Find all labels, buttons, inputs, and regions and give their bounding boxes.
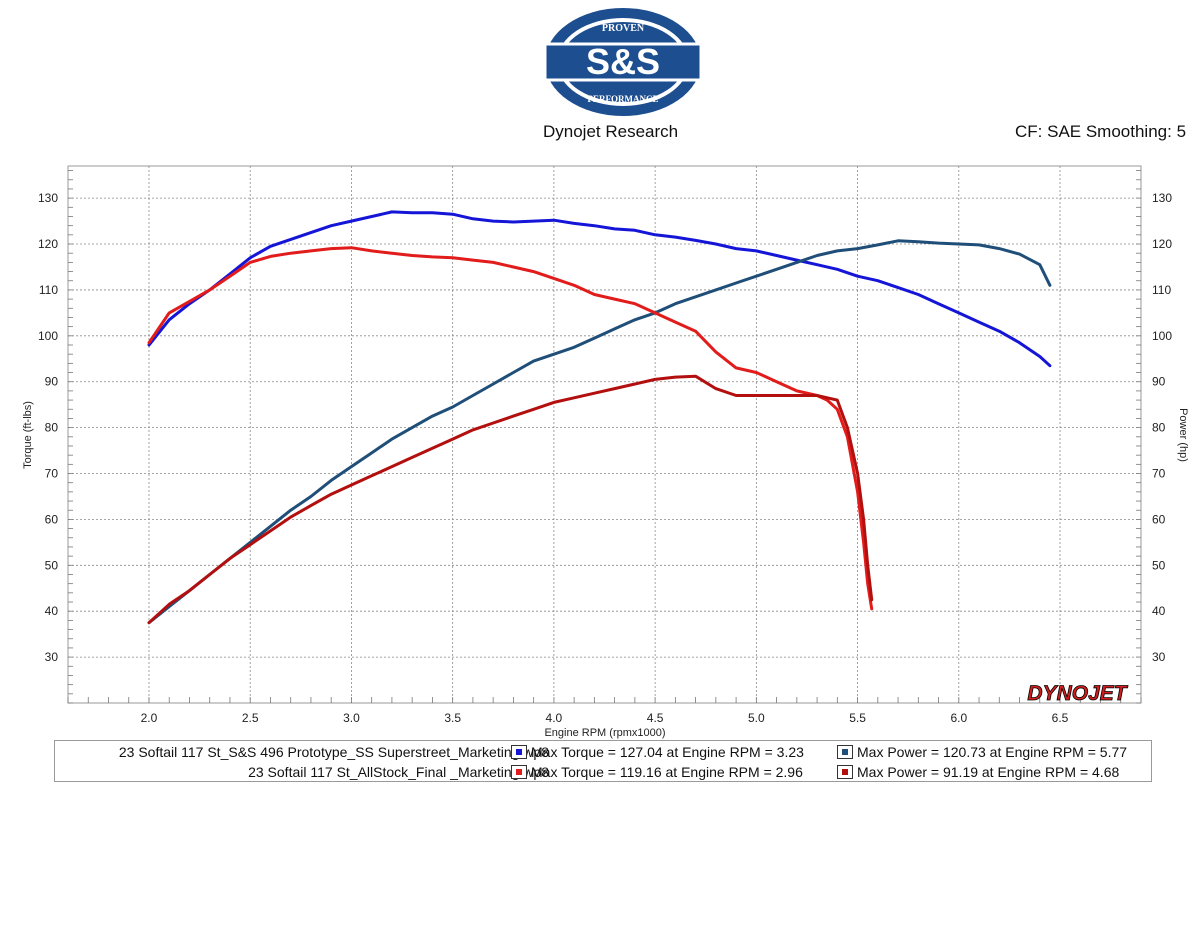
y-left-tick-label: 70 <box>45 467 59 481</box>
logo-bottom-text: PERFORMANCE <box>588 94 659 104</box>
y-right-tick-label: 50 <box>1152 558 1166 572</box>
y-left-tick-label: 100 <box>38 329 58 343</box>
legend-max-torque-text: Max Torque = 127.04 at Engine RPM = 3.23 <box>531 744 804 760</box>
y-right-tick-label: 80 <box>1152 421 1166 435</box>
y-left-tick-label: 80 <box>45 421 59 435</box>
legend-max-torque: Max Torque = 119.16 at Engine RPM = 2.96 <box>511 764 803 780</box>
plot-frame <box>67 165 1142 704</box>
y-right-tick-label: 130 <box>1152 191 1172 205</box>
y-axis-left-label: Torque (ft-lbs) <box>22 401 34 469</box>
dynojet-watermark: DYNOJET <box>1027 682 1128 705</box>
y-right-tick-label: 70 <box>1152 467 1166 481</box>
legend-row-run1: 23 Softail 117 St_S&S 496 Prototype_SS S… <box>55 742 1151 762</box>
y-left-tick-label: 50 <box>45 558 59 572</box>
y-right-tick-label: 100 <box>1152 329 1172 343</box>
header-dynojet-research: Dynojet Research <box>543 122 679 141</box>
legend-file-name: 23 Softail 117 St_S&S 496 Prototype_SS S… <box>118 744 549 760</box>
x-tick-label: 6.5 <box>1052 711 1069 725</box>
x-tick-label: 4.5 <box>647 711 664 725</box>
x-tick-label: 3.0 <box>343 711 360 725</box>
x-tick-label: 4.0 <box>546 711 563 725</box>
y-left-tick-label: 110 <box>39 283 58 297</box>
legend-file-name: 23 Softail 117 St_AllStock_Final _Market… <box>248 764 549 780</box>
minor-ticks <box>67 170 1142 704</box>
swatch-icon <box>511 765 527 779</box>
y-axis-right-label: Power (hp) <box>1177 408 1189 462</box>
y-right-tick-label: 90 <box>1152 375 1166 389</box>
x-tick-label: 5.0 <box>748 711 765 725</box>
x-tick-label: 5.5 <box>849 711 866 725</box>
legend-max-torque: Max Torque = 127.04 at Engine RPM = 3.23 <box>511 744 804 760</box>
series-lines <box>147 210 1052 625</box>
y-right-tick-label: 40 <box>1152 604 1166 618</box>
x-tick-label: 3.5 <box>444 711 461 725</box>
y-right-tick-label: 120 <box>1152 237 1172 251</box>
swatch-icon <box>837 745 853 759</box>
y-left-tick-label: 30 <box>45 650 59 664</box>
x-tick-label: 2.0 <box>141 711 158 725</box>
series-line-run1-power <box>147 239 1052 625</box>
legend-max-power-text: Max Power = 91.19 at Engine RPM = 4.68 <box>857 764 1120 780</box>
legend-max-power: Max Power = 91.19 at Engine RPM = 4.68 <box>837 764 1119 780</box>
legend: 23 Softail 117 St_S&S 496 Prototype_SS S… <box>54 740 1152 782</box>
y-right-tick-label: 30 <box>1152 650 1166 664</box>
x-tick-label: 6.0 <box>950 711 967 725</box>
legend-max-torque-text: Max Torque = 119.16 at Engine RPM = 2.96 <box>531 764 803 780</box>
logo-main-text: S&S <box>586 41 660 82</box>
y-right-tick-label: 60 <box>1152 512 1166 526</box>
series-line-run2-power <box>147 374 874 625</box>
y-left-tick-label: 60 <box>45 512 59 526</box>
header-correction-factor: CF: SAE Smoothing: 5 <box>1015 122 1187 141</box>
x-tick-label: 2.5 <box>242 711 259 725</box>
x-axis-label: Engine RPM (rpmx1000) <box>544 727 665 739</box>
series-line-run1-torque <box>147 210 1052 368</box>
legend-max-power: Max Power = 120.73 at Engine RPM = 5.77 <box>837 744 1127 760</box>
logo-top-text: PROVEN <box>602 23 645 34</box>
y-left-tick-label: 90 <box>45 375 59 389</box>
y-left-tick-label: 130 <box>38 191 58 205</box>
tick-labels: 2.0 2.5 3.0 3.5 4.0 4.5 5.0 5.5 6.0 6.5 30 30 40 40 50… <box>38 191 1172 725</box>
dyno-chart: 2.0 2.5 3.0 3.5 4.0 4.5 5.0 5.5 6.0 6.5 30 30 40 40 50… <box>22 165 1189 739</box>
legend-max-power-text: Max Power = 120.73 at Engine RPM = 5.77 <box>857 744 1128 760</box>
ss-performance-logo: PROVEN S&S PERFORMANCE <box>543 8 703 116</box>
grid <box>68 166 1141 703</box>
legend-row-run2: 23 Softail 117 St_AllStock_Final _Market… <box>55 762 1151 782</box>
swatch-icon <box>511 745 527 759</box>
swatch-icon <box>837 765 853 779</box>
logo-banner <box>543 42 703 82</box>
y-left-tick-label: 40 <box>45 604 59 618</box>
y-left-tick-label: 120 <box>38 237 58 251</box>
y-right-tick-label: 110 <box>1152 283 1171 297</box>
